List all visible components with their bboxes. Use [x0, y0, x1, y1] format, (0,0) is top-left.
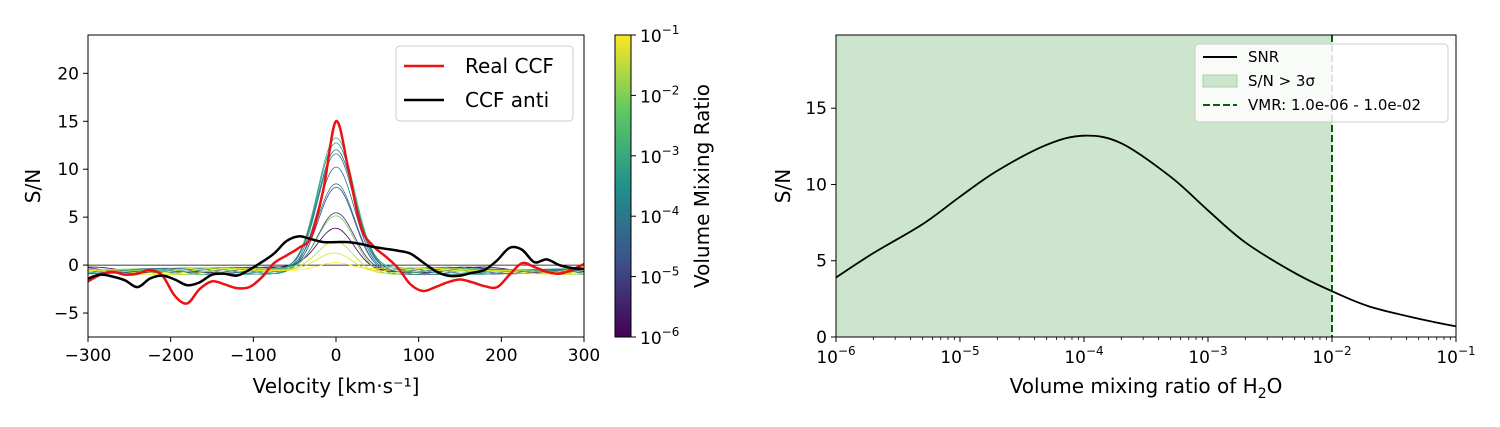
ccf-chart: −300 −200 −100 0 100 200 300 −5 0 5 10 15 20 Veloci…	[21, 34, 600, 398]
model-ccf-curve	[88, 166, 584, 275]
x-tick-label: −300	[65, 346, 112, 366]
model-ccf-curve	[88, 227, 584, 274]
model-ccf-curve	[88, 153, 584, 275]
model-ccf-curve	[88, 137, 584, 276]
colorbar-tick-label: 10−4	[640, 204, 679, 228]
y-tick-label: −5	[54, 304, 79, 324]
x-tick-label: 300	[568, 346, 600, 366]
ccf-y-axis-label: S/N	[21, 169, 45, 203]
ccf-legend: Real CCF CCF anti	[395, 45, 574, 122]
y-tick-label: 10	[805, 175, 827, 195]
colorbar-tick-label: 10−2	[640, 83, 679, 107]
series-line-snr	[836, 134, 1456, 328]
model-ccf-curve	[88, 215, 584, 276]
y-tick-label: 0	[816, 328, 827, 348]
colorbar-gradient	[614, 34, 632, 338]
model-ccf-curve	[88, 149, 584, 276]
x-tick-label: 100	[402, 346, 434, 366]
series-line-real-ccf	[88, 120, 584, 305]
y-tick-label: 0	[68, 256, 79, 276]
x-tick-label: 10−1	[1436, 344, 1475, 368]
y-tick-label: 10	[57, 160, 79, 180]
x-tick-label: 10−3	[1188, 344, 1227, 368]
legend-shade-label: S/N > 3σ	[1248, 72, 1315, 90]
x-tick-label: −200	[147, 346, 194, 366]
x-tick-label: 10−6	[816, 344, 855, 368]
legend-snr-label: SNR	[1248, 48, 1279, 66]
model-ccf-curve	[88, 183, 584, 276]
x-tick-label: 10−5	[940, 344, 979, 368]
x-tick-label: 10−2	[1312, 344, 1351, 368]
y-tick-label: 15	[57, 112, 79, 132]
legend-shade-swatch	[1202, 74, 1238, 88]
y-tick-label: 15	[805, 99, 827, 119]
snr-plot-frame	[835, 34, 1457, 338]
ccf-x-axis-label: Velocity [km·s⁻¹]	[253, 374, 420, 398]
x-tick-label: −100	[230, 346, 277, 366]
y-tick-label: 5	[816, 252, 827, 272]
model-ccf-curve	[88, 252, 584, 275]
colorbar-tick-label: 10−1	[640, 23, 679, 47]
colorbar-tick-label: 10−3	[640, 144, 679, 168]
colorbar-tick-label: 10−5	[640, 265, 679, 289]
legend-vline-label: VMR: 1.0e-06 - 1.0e-02	[1248, 96, 1421, 114]
model-ccf-curve	[88, 262, 584, 275]
colorbar-tick-label: 10−6	[640, 325, 679, 349]
legend-real-ccf-label: Real CCF	[465, 54, 554, 78]
model-ccf-curve	[88, 186, 584, 275]
x-tick-label: 200	[485, 346, 517, 366]
x-tick-label: 0	[331, 346, 342, 366]
y-tick-label: 5	[68, 208, 79, 228]
y-tick-label: 20	[57, 64, 79, 84]
series-line-ccf-anti	[88, 235, 584, 289]
snr-vmr-chart: 10−6 10−5 10−4 10−3 10−2 10−1 0 5 10 15 Volume m…	[771, 34, 1476, 402]
x-tick-label: 10−4	[1064, 344, 1103, 368]
legend-ccf-anti-label: CCF anti	[465, 88, 549, 112]
snr-y-axis-label: S/N	[771, 169, 795, 203]
model-ccf-curve	[88, 142, 584, 275]
snr-x-axis-label: Volume mixing ratio of H2O	[1010, 374, 1283, 402]
vmr-colorbar: 10−6 10−5 10−4 10−3 10−2 10−1 Volume Mixing R…	[614, 23, 714, 349]
colorbar-label: Volume Mixing Ratio	[690, 84, 714, 288]
snr-legend: SNR S/N > 3σ VMR: 1.0e-06 - 1.0e-02	[1194, 43, 1449, 123]
